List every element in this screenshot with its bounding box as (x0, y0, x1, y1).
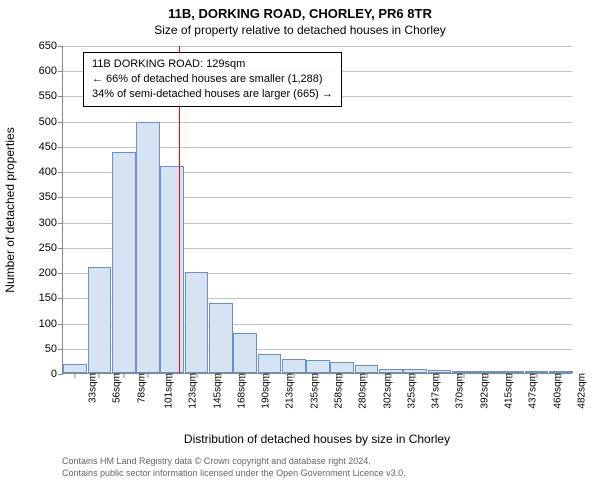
histogram-bar (258, 354, 282, 373)
histogram-bar (136, 122, 160, 373)
histogram-bar (160, 166, 184, 373)
x-tick-mark (148, 373, 149, 378)
x-tick-label: 392sqm (473, 373, 490, 409)
x-tick-mark (439, 373, 440, 378)
x-tick-label: 123sqm (182, 373, 199, 409)
y-tick-label: 50 (45, 343, 63, 355)
histogram-bar (306, 360, 330, 373)
x-tick-label: 78sqm (130, 373, 147, 403)
x-tick-label: 482sqm (570, 373, 587, 409)
histogram-bar (88, 267, 112, 373)
histogram-bar (330, 362, 354, 373)
info-line-1: 11B DORKING ROAD: 129sqm (92, 57, 333, 72)
x-tick-mark (390, 373, 391, 378)
y-tick-label: 250 (39, 242, 63, 254)
x-tick-label: 145sqm (206, 373, 223, 409)
x-tick-mark (318, 373, 319, 378)
histogram-bar (282, 359, 306, 373)
x-tick-mark (366, 373, 367, 378)
x-tick-label: 280sqm (352, 373, 369, 409)
chart-container: 11B, DORKING ROAD, CHORLEY, PR6 8TR Size… (0, 0, 600, 500)
y-tick-label: 650 (39, 40, 63, 52)
histogram-bar (63, 364, 87, 373)
histogram-bar (233, 333, 257, 373)
gridline (63, 46, 572, 47)
x-tick-mark (172, 373, 173, 378)
y-tick-label: 300 (39, 217, 63, 229)
x-tick-label: 213sqm (279, 373, 296, 409)
y-tick-label: 100 (39, 318, 63, 330)
x-tick-label: 347sqm (424, 373, 441, 409)
x-tick-label: 460sqm (546, 373, 563, 409)
plot-area: 0501001502002503003504004505005506006503… (62, 46, 572, 374)
x-tick-mark (488, 373, 489, 378)
x-tick-label: 437sqm (522, 373, 539, 409)
info-line-3: 34% of semi-detached houses are larger (… (92, 87, 333, 102)
x-tick-mark (560, 373, 561, 378)
x-tick-label: 33sqm (82, 373, 99, 403)
y-tick-label: 150 (39, 292, 63, 304)
y-tick-label: 400 (39, 166, 63, 178)
attribution: Contains HM Land Registry data © Crown c… (62, 456, 406, 479)
x-tick-mark (196, 373, 197, 378)
x-tick-mark (75, 373, 76, 378)
info-box: 11B DORKING ROAD: 129sqm ← 66% of detach… (83, 52, 342, 107)
x-tick-mark (415, 373, 416, 378)
y-tick-label: 450 (39, 141, 63, 153)
x-tick-mark (342, 373, 343, 378)
chart-subtitle: Size of property relative to detached ho… (0, 21, 600, 41)
y-tick-label: 0 (51, 368, 63, 380)
x-tick-mark (536, 373, 537, 378)
x-tick-mark (269, 373, 270, 378)
x-tick-label: 168sqm (230, 373, 247, 409)
y-tick-label: 200 (39, 267, 63, 279)
y-tick-label: 550 (39, 90, 63, 102)
histogram-bar (209, 303, 233, 373)
y-tick-label: 350 (39, 191, 63, 203)
x-tick-mark (123, 373, 124, 378)
y-tick-label: 600 (39, 65, 63, 77)
info-line-2: ← 66% of detached houses are smaller (1,… (92, 72, 333, 87)
histogram-bar (185, 272, 209, 373)
x-tick-mark (293, 373, 294, 378)
x-tick-mark (220, 373, 221, 378)
chart-title: 11B, DORKING ROAD, CHORLEY, PR6 8TR (0, 0, 600, 21)
x-tick-label: 235sqm (303, 373, 320, 409)
histogram-bar (112, 152, 136, 373)
x-tick-label: 325sqm (400, 373, 417, 409)
x-axis-label: Distribution of detached houses by size … (62, 432, 572, 446)
x-tick-label: 190sqm (254, 373, 271, 409)
x-tick-label: 258sqm (327, 373, 344, 409)
x-tick-label: 101sqm (157, 373, 174, 409)
x-tick-label: 302sqm (376, 373, 393, 409)
y-tick-label: 500 (39, 116, 63, 128)
x-tick-mark (99, 373, 100, 378)
x-tick-mark (463, 373, 464, 378)
y-axis-label: Number of detached properties (3, 127, 17, 292)
x-tick-label: 56sqm (106, 373, 123, 403)
histogram-bar (355, 365, 379, 373)
x-tick-label: 370sqm (449, 373, 466, 409)
x-tick-mark (512, 373, 513, 378)
x-tick-label: 415sqm (497, 373, 514, 409)
attribution-line-2: Contains public sector information licen… (62, 468, 406, 480)
attribution-line-1: Contains HM Land Registry data © Crown c… (62, 456, 406, 468)
x-tick-mark (245, 373, 246, 378)
